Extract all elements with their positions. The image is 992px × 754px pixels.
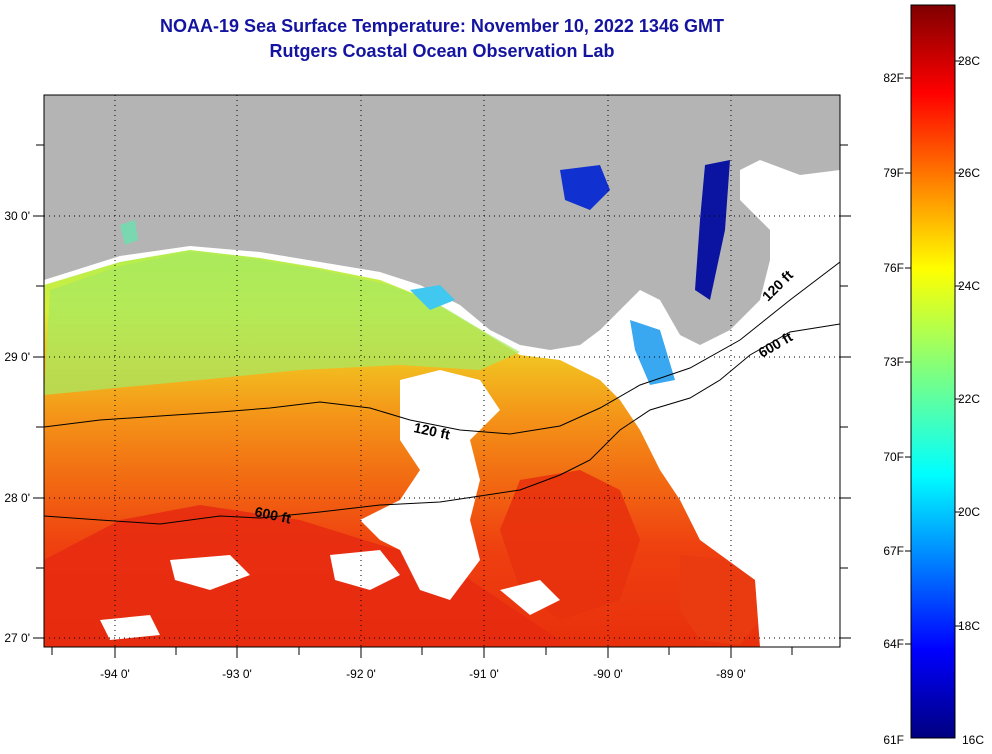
colorbar-label-f-79: 79F bbox=[883, 166, 904, 180]
colorbar-label-f-67: 67F bbox=[883, 544, 904, 558]
colorbar bbox=[910, 4, 956, 739]
lon-label-89: -89 0' bbox=[716, 667, 746, 681]
colorbar-label-f-76: 76F bbox=[883, 261, 904, 275]
colorbar-label-c-16: 16C bbox=[962, 733, 984, 747]
colorbar-label-c-26: 26C bbox=[958, 166, 980, 180]
sst-cool-lake bbox=[410, 285, 455, 310]
sst-warm-core bbox=[44, 505, 560, 647]
colorbar-label-f-61: 61F bbox=[883, 733, 904, 747]
isobath-label-600-west: 600 ft bbox=[253, 503, 292, 526]
lon-label-90: -90 0' bbox=[593, 667, 623, 681]
isobath-lines bbox=[44, 261, 840, 525]
cloud-patch-4 bbox=[100, 615, 160, 640]
lat-label-29: 29 0' bbox=[4, 350, 30, 364]
land-mass bbox=[44, 95, 840, 350]
sst-nearshore-cool bbox=[44, 252, 520, 395]
map-frame bbox=[43, 94, 841, 648]
sst-cool-marsh-2 bbox=[695, 160, 730, 300]
cloud-patch-2 bbox=[170, 555, 250, 590]
lat-label-30: 30 0' bbox=[4, 209, 30, 223]
colorbar-label-c-24: 24C bbox=[958, 279, 980, 293]
sst-cool-marsh-1 bbox=[560, 165, 610, 210]
map-subtitle: Rutgers Coastal Ocean Observation Lab bbox=[269, 41, 615, 61]
sst-cool-lake-2 bbox=[120, 220, 138, 245]
lon-label-92: -92 0' bbox=[346, 667, 376, 681]
map-title: NOAA-19 Sea Surface Temperature: Novembe… bbox=[160, 16, 724, 36]
colorbar-label-c-18: 18C bbox=[958, 619, 980, 633]
cloud-mask-east bbox=[620, 300, 840, 647]
lon-label-91: -91 0' bbox=[469, 667, 499, 681]
lon-label-93: -93 0' bbox=[222, 667, 252, 681]
colorbar-label-c-22: 22C bbox=[958, 392, 980, 406]
isobath-label-120-west: 120 ft bbox=[412, 419, 451, 442]
colorbar-label-f-64: 64F bbox=[883, 637, 904, 651]
sst-cool-marsh-3 bbox=[630, 320, 675, 385]
cloud-patch-1 bbox=[330, 550, 400, 590]
graticule bbox=[44, 95, 840, 647]
lon-label-94: -94 0' bbox=[100, 667, 130, 681]
sst-warm-se bbox=[680, 555, 760, 645]
colorbar-ticks bbox=[905, 60, 961, 645]
isobath-120ft bbox=[44, 261, 840, 435]
colorbar-label-c-28: 28C bbox=[958, 54, 980, 68]
lat-label-28: 28 0' bbox=[4, 491, 30, 505]
cloud-mask-central bbox=[360, 370, 500, 600]
cloud-patch-3 bbox=[500, 580, 560, 615]
map-layers bbox=[44, 95, 840, 647]
colorbar-label-f-70: 70F bbox=[883, 450, 904, 464]
colorbar-label-f-73: 73F bbox=[883, 355, 904, 369]
axis-ticks bbox=[33, 144, 851, 658]
lat-label-27: 27 0' bbox=[4, 631, 30, 645]
isobath-600ft bbox=[44, 323, 840, 525]
colorbar-label-f-82: 82F bbox=[883, 71, 904, 85]
colorbar-label-c-20: 20C bbox=[958, 505, 980, 519]
